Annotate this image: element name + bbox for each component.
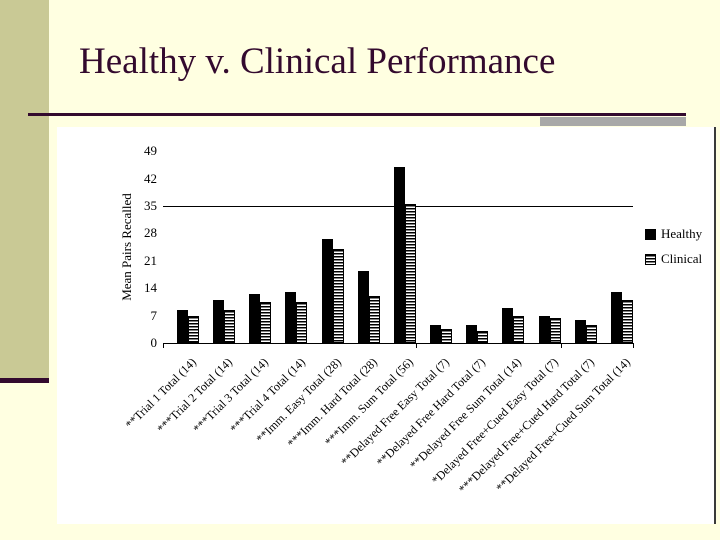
y-tick-label: 42	[144, 170, 157, 186]
bar-clinical	[224, 309, 236, 343]
bar-healthy	[574, 319, 586, 343]
bar-clinical	[332, 249, 344, 343]
bar-clinical	[477, 331, 489, 343]
x-axis-line	[163, 343, 633, 344]
slide-title: Healthy v. Clinical Performance	[79, 41, 556, 82]
bar-healthy	[321, 239, 333, 343]
bar-healthy	[610, 292, 622, 343]
bar-clinical	[549, 317, 561, 343]
y-tick-label: 28	[144, 225, 157, 241]
y-tick-label: 21	[144, 252, 157, 268]
bar-clinical	[404, 204, 416, 343]
bar-clinical	[296, 301, 308, 343]
bar-healthy	[357, 270, 369, 343]
x-axis-tick	[163, 343, 164, 348]
bar-healthy	[466, 325, 478, 343]
legend-label-healthy: Healthy	[661, 226, 703, 241]
legend-item-clinical: Clinical	[645, 251, 702, 267]
left-accent-underline	[0, 378, 49, 383]
y-tick-label: 0	[150, 335, 158, 350]
x-axis-tick	[560, 343, 562, 348]
bar-healthy	[177, 309, 188, 343]
bar-healthy	[285, 292, 297, 343]
bar-healthy	[502, 307, 514, 343]
bar-clinical	[621, 299, 633, 343]
chart-panel: Mean Pairs Recalled 0 7 14 21 28 35 42 49 **Tria…	[57, 127, 716, 524]
x-axis-tick	[633, 343, 634, 348]
bar-healthy	[213, 299, 225, 343]
legend-label-clinical: Clinical	[661, 251, 703, 266]
bar-healthy	[538, 315, 550, 343]
title-underline-accent	[540, 117, 686, 126]
title-underline	[28, 113, 686, 116]
bar-clinical	[260, 301, 272, 343]
y-tick-label: 14	[144, 280, 157, 296]
legend: Healthy Clinical	[645, 226, 702, 276]
y-tick-label: 49	[144, 143, 157, 159]
bar-clinical	[585, 325, 597, 343]
y-tick-label: 35	[144, 198, 157, 213]
healthy-swatch-icon	[645, 228, 656, 240]
x-axis-tick	[416, 343, 418, 348]
bar-clinical	[513, 315, 525, 343]
bar-healthy	[430, 325, 442, 343]
bar-clinical	[368, 296, 380, 343]
legend-item-healthy: Healthy	[645, 226, 702, 242]
clinical-swatch-icon	[645, 253, 656, 265]
left-accent-bar	[0, 0, 49, 379]
y-tick-label: 7	[150, 307, 158, 323]
bar-healthy	[249, 294, 261, 343]
bar-clinical	[188, 315, 199, 343]
bar-healthy	[393, 166, 405, 343]
bar-clinical	[441, 329, 453, 343]
